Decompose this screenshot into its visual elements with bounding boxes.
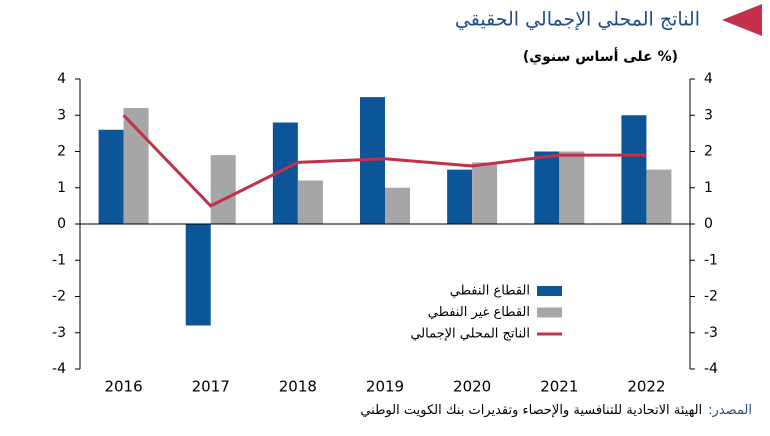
line	[122, 114, 647, 208]
legend-label: القطاع غير النفطي	[428, 305, 530, 320]
y-tick-label: -2	[52, 289, 66, 305]
x-tick-label: 2022	[627, 378, 665, 396]
bar	[385, 187, 410, 224]
x-tick-label: 2016	[104, 378, 142, 396]
bar	[621, 115, 647, 224]
bar	[98, 129, 124, 224]
y2-tick-label: 1	[704, 180, 713, 196]
y2-tick-label: 2	[704, 144, 713, 160]
bar	[646, 169, 672, 224]
legend-swatch	[537, 286, 562, 296]
bar	[185, 224, 211, 326]
y2-tick-label: 4	[704, 71, 713, 87]
legend-label: الناتج المحلي الإجمالي	[410, 327, 530, 342]
x-tick-label: 2020	[453, 378, 491, 396]
y-tick-label: -4	[52, 361, 66, 377]
y-tick-label: 1	[57, 180, 66, 196]
y2-tick-label: -3	[704, 325, 718, 341]
y-tick-label: -3	[52, 325, 66, 341]
bar	[472, 162, 498, 224]
source-text: الهيئة الاتحادية للتنافسية والإحصاء وتقد…	[360, 403, 702, 418]
bar	[297, 180, 323, 224]
y-tick-label: 4	[57, 71, 66, 87]
y-tick-label: -1	[52, 252, 66, 268]
bar	[447, 169, 473, 224]
bar	[534, 151, 560, 224]
y-tick-label: 2	[57, 144, 66, 160]
legend-swatch	[537, 307, 562, 318]
source: المصدر: الهيئة الاتحادية للتنافسية والإحص…	[360, 403, 752, 418]
bar	[559, 151, 585, 224]
y2-tick-label: 0	[704, 216, 713, 232]
x-tick-label: 2021	[540, 378, 578, 396]
bar	[210, 155, 236, 224]
x-tick-label: 2018	[279, 378, 317, 396]
y2-tick-label: -4	[704, 361, 718, 377]
chart-subtitle: (% على أساس سنوي)	[523, 47, 678, 66]
y2-tick-label: 3	[704, 107, 713, 123]
x-tick-label: 2019	[366, 378, 404, 396]
source-label: المصدر:	[708, 403, 752, 418]
y-tick-label: 0	[57, 216, 66, 232]
bar	[123, 108, 149, 224]
chart-title: الناتج المحلي الإجمالي الحقيقي	[455, 9, 700, 31]
x-tick-label: 2017	[192, 378, 230, 396]
y2-tick-label: -1	[704, 252, 718, 268]
y2-tick-label: -2	[704, 289, 718, 305]
title-marker	[722, 4, 762, 36]
legend-label: القطاع النفطي	[450, 284, 530, 299]
y-tick-label: 3	[57, 107, 66, 123]
